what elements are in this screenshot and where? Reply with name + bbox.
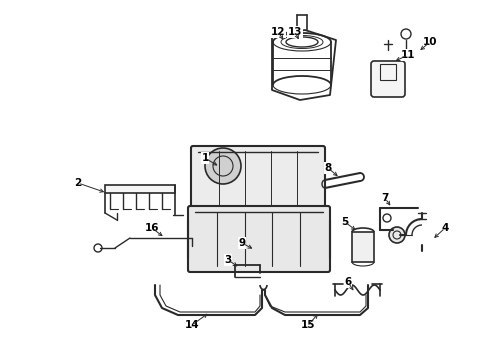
Bar <box>105 185 175 193</box>
FancyBboxPatch shape <box>370 61 404 97</box>
Circle shape <box>388 227 404 243</box>
Text: 4: 4 <box>440 223 448 233</box>
FancyBboxPatch shape <box>187 206 329 272</box>
Text: 3: 3 <box>224 255 231 265</box>
Text: 14: 14 <box>184 320 199 330</box>
Bar <box>351 232 373 262</box>
Circle shape <box>204 148 241 184</box>
Text: 7: 7 <box>381 193 388 203</box>
Text: 15: 15 <box>300 320 315 330</box>
Text: 16: 16 <box>144 223 159 233</box>
Text: 8: 8 <box>324 163 331 173</box>
Bar <box>379 64 395 80</box>
Text: 13: 13 <box>287 27 302 37</box>
Text: 2: 2 <box>74 178 81 188</box>
Text: 11: 11 <box>400 50 414 60</box>
Text: 10: 10 <box>422 37 436 47</box>
Text: 6: 6 <box>344 277 351 287</box>
FancyBboxPatch shape <box>191 146 325 210</box>
Text: 12: 12 <box>270 27 285 37</box>
Text: 5: 5 <box>341 217 348 227</box>
Text: 1: 1 <box>201 153 208 163</box>
Text: 9: 9 <box>238 238 245 248</box>
